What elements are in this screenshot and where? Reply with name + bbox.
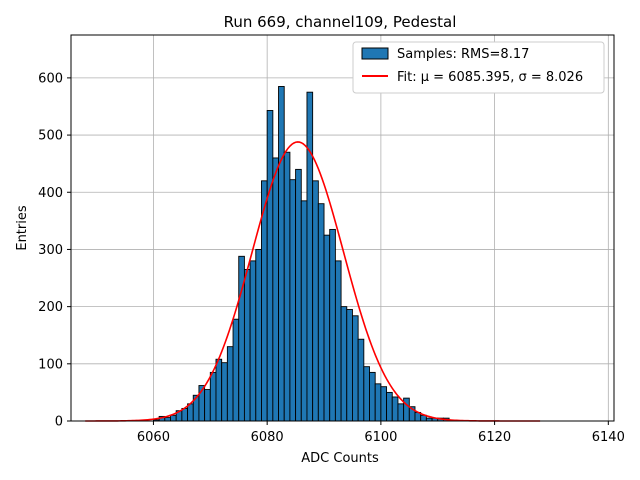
histogram-bar: [391, 396, 399, 422]
histogram-bar: [397, 403, 405, 422]
histogram-bar: [357, 338, 365, 422]
histogram-bar: [187, 403, 194, 422]
x-tick-label: 6120: [478, 430, 511, 445]
legend-histogram-swatch: [361, 47, 389, 60]
x-axis-title: ADC Counts: [301, 451, 379, 466]
histogram-bar: [306, 91, 314, 422]
histogram-bar: [226, 346, 234, 422]
legend-histogram-label: Samples: RMS=8.17: [397, 47, 529, 62]
histogram-bar: [164, 417, 171, 422]
y-tick-label: 100: [38, 357, 63, 372]
histogram-bar: [403, 397, 410, 422]
histogram-bar: [170, 414, 177, 422]
histogram-bar: [369, 371, 376, 422]
legend-fit-label: Fit: μ = 6085.395, σ = 8.026: [397, 70, 583, 85]
histogram-bars: [152, 86, 450, 422]
histogram-bar: [215, 358, 223, 422]
histogram-bar: [289, 179, 297, 422]
x-tick-label: 6100: [364, 430, 397, 445]
plot-frame: [70, 34, 615, 422]
histogram-bar: [295, 168, 302, 422]
histogram-bar: [272, 157, 279, 422]
histogram-bar: [340, 306, 348, 422]
histogram-bar: [317, 203, 325, 422]
histogram-bar: [329, 228, 336, 422]
histogram-bar: [363, 366, 370, 422]
y-tick-label: 200: [38, 300, 63, 315]
histogram-bar: [204, 389, 211, 422]
histogram-bar: [232, 318, 240, 422]
legend-box: [352, 41, 605, 94]
histogram-bar: [346, 309, 353, 422]
histogram-bar: [380, 386, 388, 422]
histogram-bar: [209, 371, 217, 422]
histogram-bar: [323, 234, 331, 422]
histogram-bar: [283, 151, 291, 422]
y-tick-label: 0: [55, 415, 63, 430]
histogram-bar: [352, 315, 359, 422]
histogram-bar: [255, 248, 262, 422]
histogram-bar: [278, 86, 285, 422]
chart-title: Run 669, channel109, Pedestal: [224, 13, 457, 31]
x-tick-label: 6080: [251, 430, 284, 445]
y-axis-ticks: 0 100 200 300 400 500 600: [38, 71, 71, 430]
y-tick-label: 600: [38, 71, 63, 86]
histogram-bar: [300, 200, 308, 422]
histogram-bar: [386, 391, 393, 422]
y-tick-label: 400: [38, 186, 63, 201]
histogram-bar: [312, 180, 319, 422]
histogram-bar: [243, 269, 251, 422]
x-tick-label: 6140: [592, 430, 625, 445]
histogram-bar: [249, 260, 257, 422]
y-tick-label: 500: [38, 129, 63, 144]
histogram-bar: [266, 110, 274, 422]
histogram-bar: [221, 362, 228, 422]
x-axis-ticks: 6060 6080 6100 6120 6140: [137, 421, 625, 445]
x-tick-label: 6060: [137, 430, 170, 445]
histogram-bar: [374, 383, 382, 422]
legend: Samples: RMS=8.17 Fit: μ = 6085.395, σ =…: [352, 41, 605, 94]
y-tick-label: 300: [38, 243, 63, 258]
histogram-bar: [334, 260, 342, 422]
y-axis-title: Entries: [15, 205, 30, 251]
